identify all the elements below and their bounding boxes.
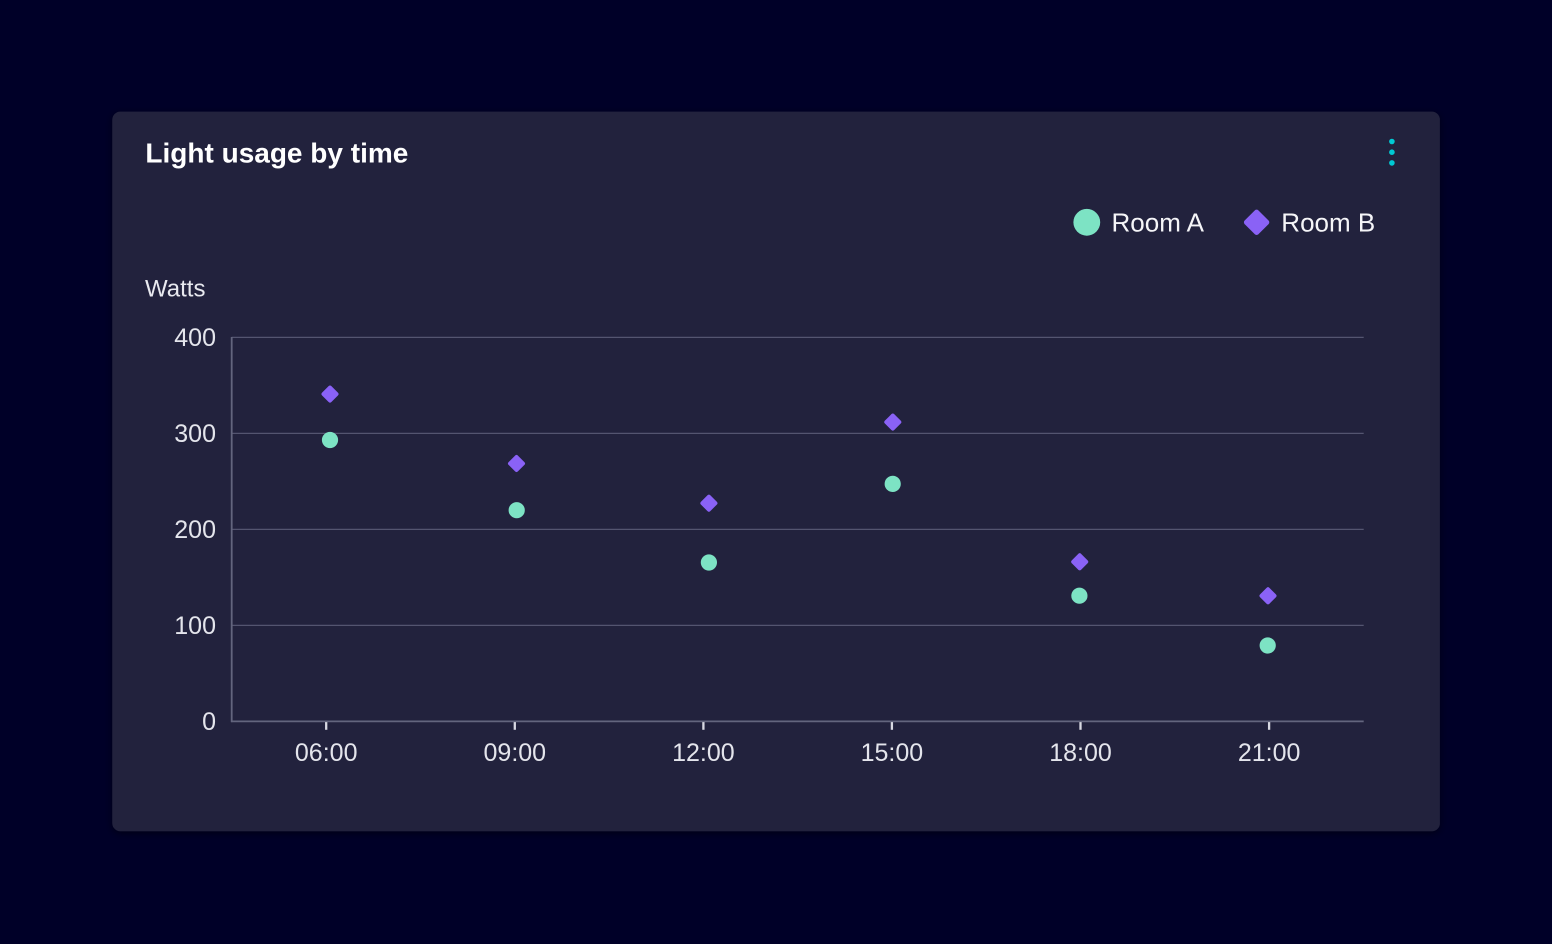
svg-text:0: 0 — [202, 708, 216, 736]
svg-text:200: 200 — [174, 516, 216, 544]
svg-text:Light usage by time: Light usage by time — [145, 138, 408, 169]
svg-text:Watts: Watts — [145, 275, 205, 302]
svg-text:12:00: 12:00 — [672, 739, 735, 767]
svg-text:21:00: 21:00 — [1238, 739, 1301, 767]
svg-text:09:00: 09:00 — [484, 739, 547, 767]
svg-text:400: 400 — [174, 324, 216, 352]
svg-text:18:00: 18:00 — [1049, 739, 1112, 767]
svg-text:Room A: Room A — [1112, 208, 1205, 238]
svg-text:15:00: 15:00 — [861, 739, 924, 767]
svg-text:100: 100 — [174, 612, 216, 640]
svg-text:06:00: 06:00 — [295, 739, 358, 767]
svg-text:Room B: Room B — [1281, 208, 1375, 238]
svg-text:300: 300 — [174, 420, 216, 448]
